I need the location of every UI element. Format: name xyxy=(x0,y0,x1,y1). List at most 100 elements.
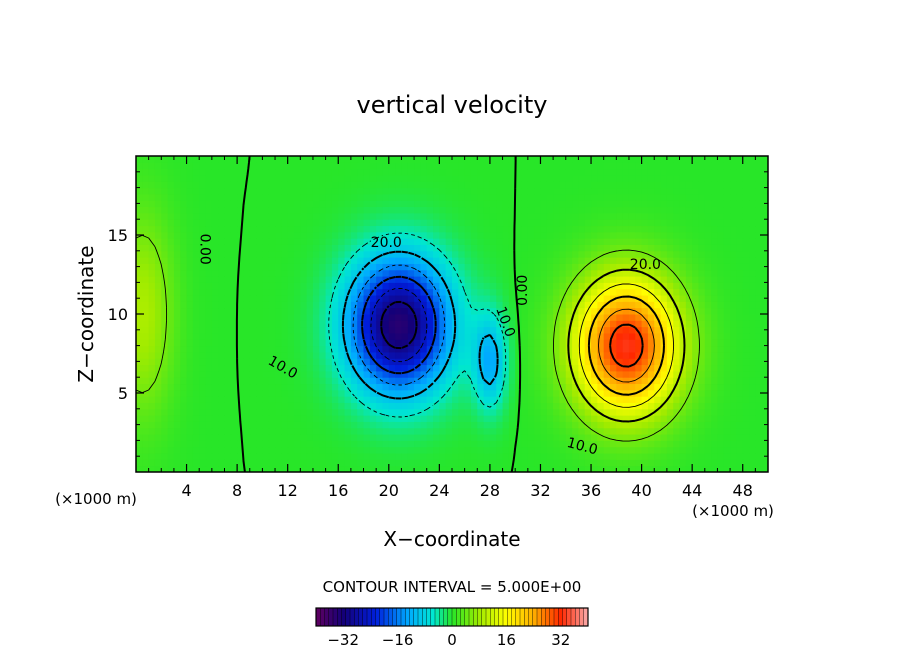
field-cell xyxy=(610,288,617,296)
field-cell xyxy=(559,446,567,454)
field-cell xyxy=(369,446,377,454)
field-cell xyxy=(230,389,238,397)
field-cell xyxy=(603,174,611,182)
field-cell xyxy=(635,231,643,239)
field-cell xyxy=(312,181,320,189)
field-cell xyxy=(546,187,554,195)
field-cell xyxy=(521,370,529,378)
field-cell xyxy=(180,465,188,472)
field-cell xyxy=(534,225,541,233)
field-cell xyxy=(452,238,459,245)
field-cell xyxy=(167,389,175,397)
field-cell xyxy=(742,364,750,372)
field-cell xyxy=(357,370,365,378)
field-cell xyxy=(717,377,725,385)
field-cell xyxy=(142,225,150,233)
field-cell xyxy=(312,269,320,277)
field-cell xyxy=(692,174,699,182)
field-cell xyxy=(628,250,636,258)
field-cell xyxy=(173,339,181,347)
field-cell xyxy=(597,351,605,359)
field-cell xyxy=(483,440,491,448)
field-cell xyxy=(496,351,504,359)
field-cell xyxy=(192,269,200,277)
field-cell xyxy=(742,269,750,277)
field-cell xyxy=(704,314,712,321)
field-cell xyxy=(647,320,655,328)
field-cell xyxy=(268,288,276,296)
field-cell xyxy=(635,200,643,208)
field-cell xyxy=(527,339,535,347)
field-cell xyxy=(357,181,365,189)
field-cell xyxy=(186,377,194,385)
field-cell xyxy=(673,402,681,410)
field-cell xyxy=(635,193,643,201)
field-cell xyxy=(218,332,225,340)
field-cell xyxy=(546,434,554,441)
field-cell xyxy=(426,212,434,220)
field-cell xyxy=(540,389,548,397)
field-cell xyxy=(331,200,339,208)
field-cell xyxy=(407,193,415,201)
field-cell xyxy=(249,465,257,472)
field-cell xyxy=(237,225,244,233)
field-cell xyxy=(641,396,649,403)
field-cell xyxy=(508,174,516,182)
field-cell xyxy=(628,276,636,283)
field-cell xyxy=(559,459,567,467)
field-cell xyxy=(534,168,541,176)
field-cell xyxy=(641,244,649,252)
field-cell xyxy=(439,427,447,435)
field-cell xyxy=(300,370,308,378)
field-cell xyxy=(597,314,605,321)
field-cell xyxy=(673,250,681,258)
field-cell xyxy=(306,351,314,359)
field-cell xyxy=(256,339,263,347)
field-cell xyxy=(357,396,365,403)
field-cell xyxy=(553,206,560,214)
field-cell xyxy=(420,168,428,176)
field-cell xyxy=(711,187,718,195)
field-cell xyxy=(306,402,314,410)
field-cell xyxy=(256,231,263,239)
field-cell xyxy=(331,269,339,277)
field-cell xyxy=(546,345,554,353)
field-cell xyxy=(338,156,346,163)
field-cell xyxy=(730,200,737,208)
field-cell xyxy=(350,206,358,214)
field-cell xyxy=(401,156,409,163)
field-cell xyxy=(445,200,453,208)
field-cell xyxy=(540,332,548,340)
field-cell xyxy=(704,345,712,353)
field-cell xyxy=(660,314,668,321)
field-cell xyxy=(540,339,548,347)
field-cell xyxy=(230,187,238,195)
field-cell xyxy=(237,377,244,385)
field-cell xyxy=(502,383,510,391)
field-cell xyxy=(426,219,434,227)
field-cell xyxy=(755,187,763,195)
field-cell xyxy=(572,396,579,403)
field-cell xyxy=(338,459,346,467)
field-cell xyxy=(173,257,181,264)
field-cell xyxy=(622,162,630,170)
field-cell xyxy=(338,453,346,460)
field-cell xyxy=(281,206,289,214)
field-cell xyxy=(534,320,541,328)
field-cell xyxy=(401,250,409,258)
field-cell xyxy=(445,225,453,233)
field-cell xyxy=(281,295,289,302)
field-cell xyxy=(262,200,270,208)
field-cell xyxy=(382,212,390,220)
field-cell xyxy=(489,383,497,391)
field-cell xyxy=(388,440,396,448)
field-cell xyxy=(654,174,662,182)
field-cell xyxy=(458,402,466,410)
field-cell xyxy=(243,156,251,163)
field-cell xyxy=(628,238,636,245)
field-cell xyxy=(711,434,718,441)
field-cell xyxy=(382,244,390,252)
field-cell xyxy=(553,440,560,448)
field-cell xyxy=(205,345,213,353)
field-cell xyxy=(142,358,150,366)
